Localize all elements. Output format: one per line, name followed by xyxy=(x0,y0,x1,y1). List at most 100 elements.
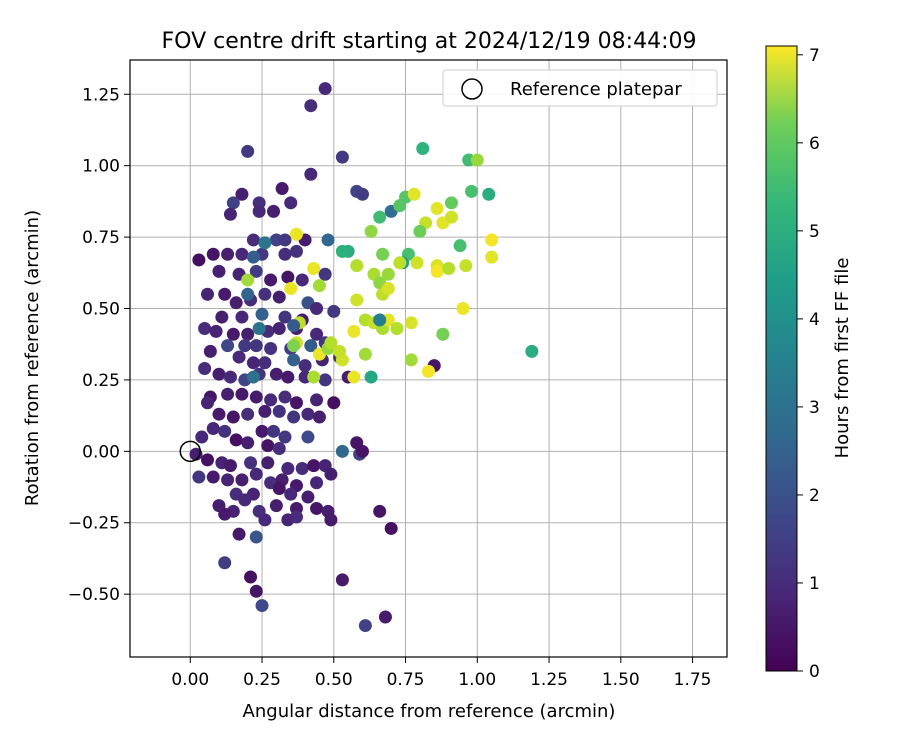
data-point xyxy=(255,599,269,613)
data-point xyxy=(410,256,424,270)
data-point xyxy=(218,556,232,570)
colorbar-ticks: 0 1 2 3 4 5 6 7 xyxy=(797,46,820,682)
data-point xyxy=(252,322,266,336)
data-point xyxy=(364,224,378,238)
data-point xyxy=(221,339,235,353)
data-point xyxy=(459,259,473,273)
data-point xyxy=(281,270,295,284)
data-point xyxy=(373,504,387,518)
x-tick-label: 1.75 xyxy=(674,670,712,690)
colorbar-tick-label: 0 xyxy=(809,662,820,682)
colorbar-tick-label: 2 xyxy=(809,486,820,506)
data-point xyxy=(444,196,458,210)
colorbar-tick-label: 4 xyxy=(809,310,820,330)
chart-title: FOV centre drift starting at 2024/12/19 … xyxy=(162,29,697,54)
data-point xyxy=(212,367,226,381)
data-point xyxy=(229,433,243,447)
data-point xyxy=(206,247,220,261)
data-point xyxy=(384,521,398,535)
data-point xyxy=(284,282,298,296)
data-point xyxy=(287,319,301,333)
x-tick-label: 1.25 xyxy=(530,670,568,690)
data-point xyxy=(261,439,275,453)
data-point xyxy=(249,264,263,278)
data-point xyxy=(378,610,392,624)
data-point xyxy=(258,404,272,418)
data-point xyxy=(413,224,427,238)
data-point xyxy=(327,304,341,318)
data-point xyxy=(373,313,387,327)
data-point xyxy=(284,487,298,501)
data-point xyxy=(267,424,281,438)
data-point xyxy=(252,204,266,218)
y-axis-label: Rotation from reference (arcmin) xyxy=(22,210,43,506)
data-point xyxy=(310,476,324,490)
data-point xyxy=(241,273,255,287)
data-point xyxy=(246,370,260,384)
data-point xyxy=(226,327,240,341)
data-point xyxy=(246,356,260,370)
data-point xyxy=(321,233,335,247)
data-point xyxy=(235,247,249,261)
data-point xyxy=(278,430,292,444)
data-point xyxy=(289,227,303,241)
data-point xyxy=(281,370,295,384)
data-point xyxy=(272,322,286,336)
data-point xyxy=(289,244,303,258)
data-point xyxy=(249,530,263,544)
data-point xyxy=(198,322,212,336)
data-point xyxy=(200,453,214,467)
data-point xyxy=(404,316,418,330)
data-point xyxy=(350,293,364,307)
data-point xyxy=(284,196,298,210)
data-point xyxy=(335,244,349,258)
data-point xyxy=(485,233,499,247)
data-point xyxy=(215,310,229,324)
data-point xyxy=(223,370,237,384)
data-point xyxy=(307,370,321,384)
data-point xyxy=(289,396,303,410)
data-point xyxy=(221,247,235,261)
data-point xyxy=(335,444,349,458)
colorbar-tick-label: 1 xyxy=(809,574,820,594)
data-point xyxy=(430,264,444,278)
data-point xyxy=(287,339,301,353)
data-point xyxy=(278,247,292,261)
data-point xyxy=(307,262,321,276)
data-point xyxy=(355,187,369,201)
data-point xyxy=(241,144,255,158)
data-point xyxy=(318,267,332,281)
data-point xyxy=(312,279,326,293)
data-point xyxy=(218,287,232,301)
data-point xyxy=(301,407,315,421)
data-point xyxy=(235,387,249,401)
data-point xyxy=(470,153,484,167)
data-point xyxy=(221,473,235,487)
data-point xyxy=(485,250,499,264)
data-point xyxy=(318,82,332,96)
data-point xyxy=(249,390,263,404)
colorbar-label: Hours from first FF file xyxy=(832,258,853,459)
data-point xyxy=(318,373,332,387)
data-point xyxy=(258,287,272,301)
data-point xyxy=(244,456,258,470)
data-point xyxy=(212,264,226,278)
data-point xyxy=(244,570,258,584)
data-point xyxy=(444,210,458,224)
data-point xyxy=(218,507,232,521)
x-tick-label: 0.50 xyxy=(315,670,353,690)
data-point xyxy=(295,461,309,475)
data-point xyxy=(267,204,281,218)
data-point xyxy=(226,196,240,210)
legend: Reference platepar xyxy=(442,69,718,107)
plot-frame xyxy=(129,59,728,658)
data-point xyxy=(278,390,292,404)
data-point xyxy=(287,353,301,367)
x-tick-label: 0.00 xyxy=(171,670,209,690)
data-point xyxy=(304,167,318,181)
data-point xyxy=(226,410,240,424)
data-point xyxy=(189,447,203,461)
x-axis-ticks: 0.00 0.25 0.50 0.75 1.00 1.25 1.50 1.75 xyxy=(171,657,711,690)
data-point xyxy=(310,393,324,407)
data-point xyxy=(278,310,292,324)
